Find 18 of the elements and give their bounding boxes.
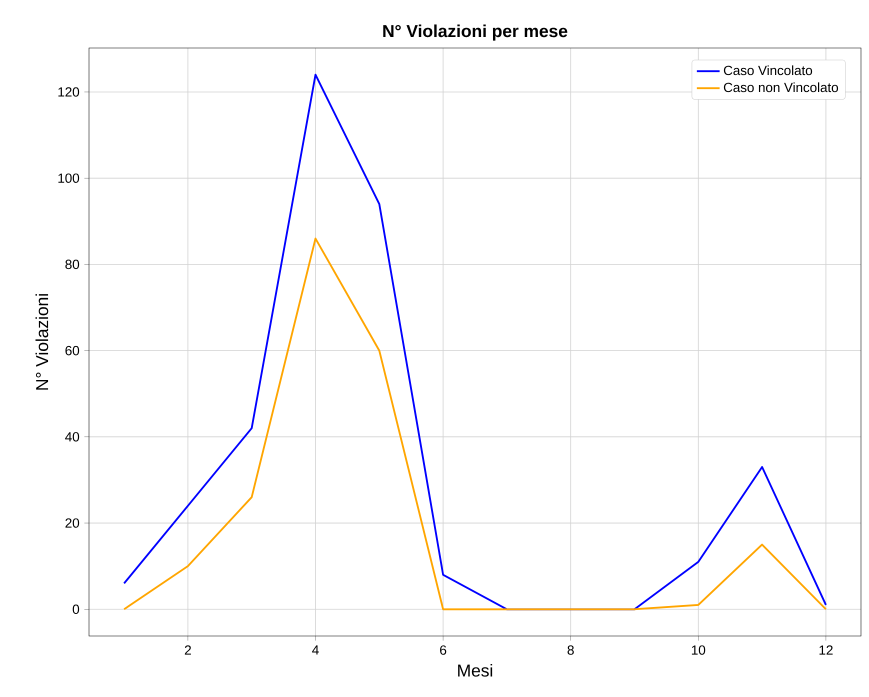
x-tick-label: 2 [184,645,191,655]
y-tick-label: 20 [65,518,80,528]
legend-label: Caso non Vincolato [724,82,838,92]
chart-title: N° Violazioni per mese [383,24,568,41]
y-axis-title: N° Violazioni [35,294,48,390]
y-tick-label: 120 [58,87,80,97]
y-tick-label: 0 [72,604,80,614]
y-tick-label: 100 [58,173,80,183]
x-tick-label: 12 [820,645,833,655]
y-tick-label: 40 [65,432,80,442]
x-tick-label: 4 [312,645,319,655]
y-tick-label: 80 [65,260,80,270]
x-tick-label: 8 [568,645,574,655]
x-tick-label: 6 [440,645,446,655]
legend-label: Caso Vincolato [724,65,812,76]
x-tick-label: 10 [692,645,706,655]
y-tick-label: 60 [65,346,80,356]
x-axis-title: Mesi [458,664,492,677]
